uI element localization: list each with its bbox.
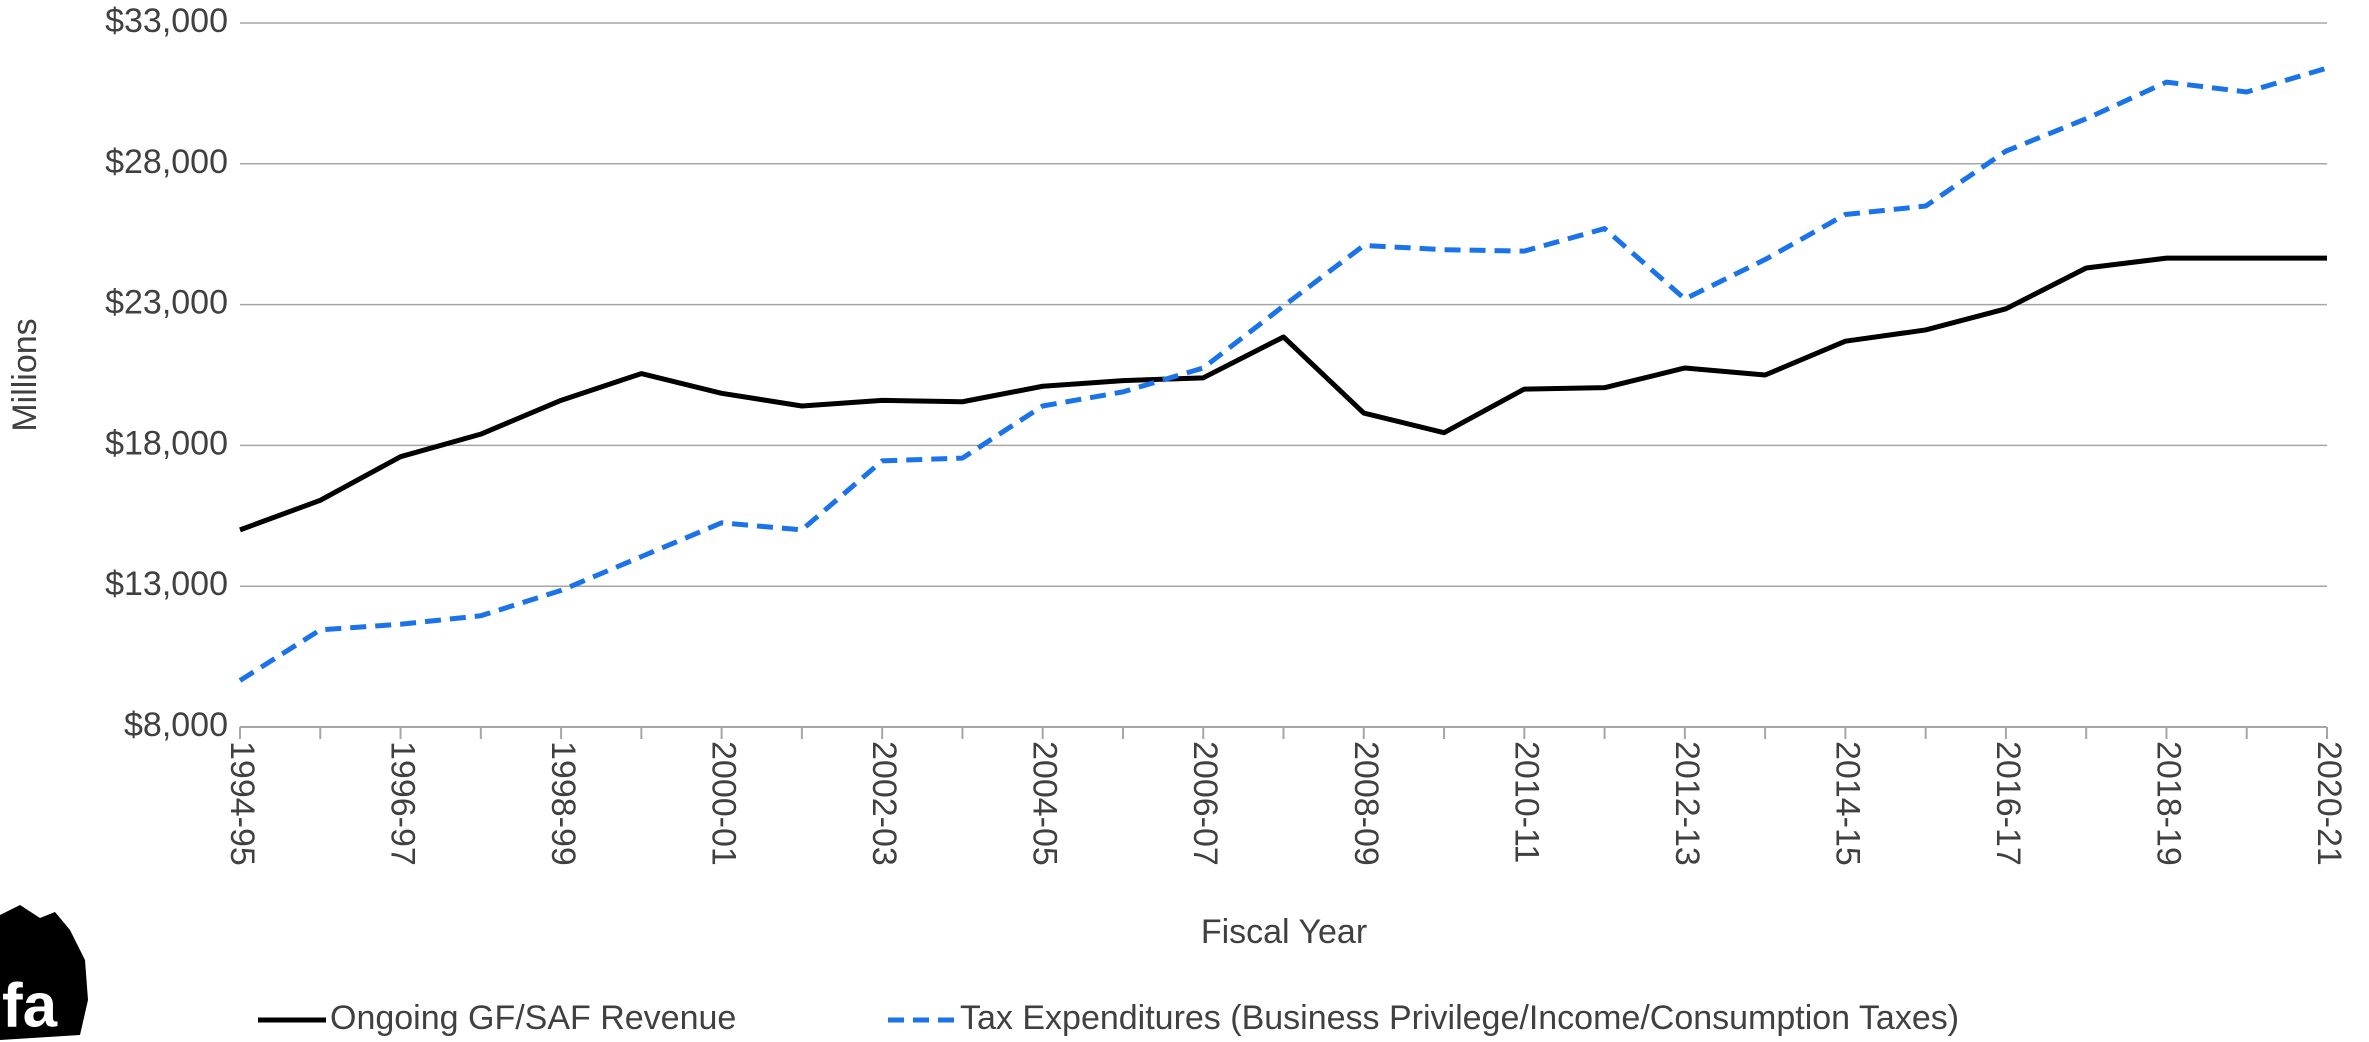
x-tick-label: 2004-05 bbox=[1026, 741, 1064, 866]
x-tick-label: 2008-09 bbox=[1347, 741, 1385, 866]
x-axis-title: Fiscal Year bbox=[1201, 913, 1367, 951]
logo-shape bbox=[0, 905, 88, 1040]
legend-label: Ongoing GF/SAF Revenue bbox=[330, 999, 736, 1037]
y-tick-label: $33,000 bbox=[105, 2, 228, 40]
logo-text: fa bbox=[2, 971, 58, 1040]
x-tick-label: 2020-21 bbox=[2310, 741, 2348, 866]
series-line bbox=[238, 65, 2328, 683]
x-tick-label: 1994-95 bbox=[223, 741, 261, 866]
legend-label: Tax Expenditures (Business Privilege/Inc… bbox=[960, 999, 1959, 1037]
x-tick-label: 2018-19 bbox=[2149, 741, 2187, 866]
x-tick-label: 2010-11 bbox=[1507, 741, 1545, 863]
x-tick-label: 2000-01 bbox=[705, 741, 743, 866]
y-tick-label: $28,000 bbox=[105, 143, 228, 181]
x-tick-label: 2012-13 bbox=[1668, 741, 1706, 866]
x-tick-label: 2014-15 bbox=[1828, 741, 1866, 866]
x-tick-label: 2002-03 bbox=[865, 741, 903, 866]
series-line bbox=[239, 255, 2327, 533]
x-tick-label: 1996-97 bbox=[384, 741, 422, 866]
y-tick-label: $13,000 bbox=[105, 565, 228, 603]
x-tick-label: 2006-07 bbox=[1186, 741, 1224, 866]
y-axis-title: Millions bbox=[6, 318, 44, 431]
y-tick-label: $18,000 bbox=[105, 424, 228, 462]
logo: fa bbox=[0, 905, 88, 1040]
x-tick-label: 2016-17 bbox=[1989, 741, 2027, 866]
y-tick-label: $8,000 bbox=[124, 706, 228, 744]
x-tick-label: 1998-99 bbox=[544, 741, 582, 866]
y-tick-label: $23,000 bbox=[105, 284, 228, 322]
